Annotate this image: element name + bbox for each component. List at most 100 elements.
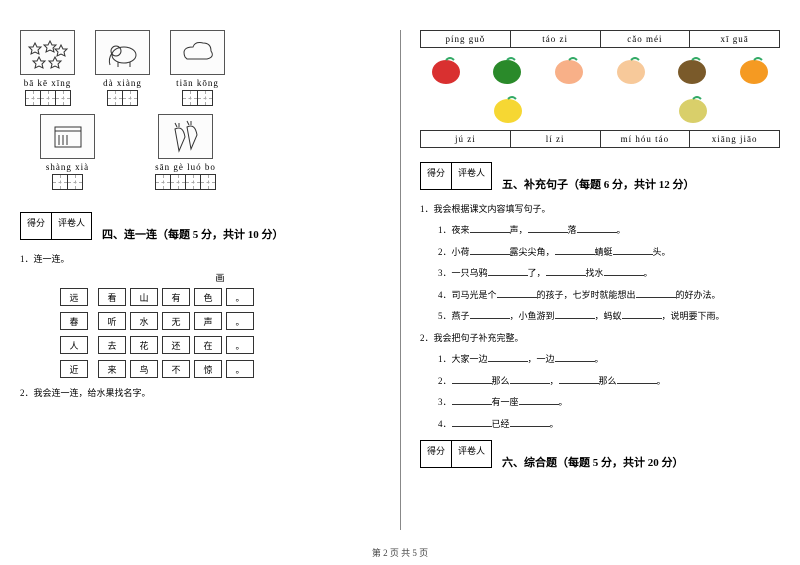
match-cell: 去	[98, 336, 126, 354]
match-cell: 远	[60, 288, 88, 306]
fill-line: 2．那么，那么。	[438, 374, 780, 388]
elephant-icon	[95, 30, 150, 75]
pinyin-label: dà xiàng	[103, 78, 142, 88]
match-cell: 人	[60, 336, 88, 354]
fill-line: 3．有一座。	[438, 395, 780, 409]
grader-cell: 评卷人	[51, 212, 92, 240]
match-right-block: 看山有色。听水无声。去花还在。来鸟不惊。	[98, 288, 254, 378]
carrot-icon	[158, 114, 213, 159]
grader-cell: 评卷人	[451, 440, 492, 468]
pinyin-label: bā kē xīng	[24, 78, 72, 88]
fill-line: 1．大家一边，一边。	[438, 352, 780, 366]
match-cell: 无	[162, 312, 190, 330]
pinyin-cell: xī guā	[689, 31, 779, 47]
match-cell: 水	[130, 312, 158, 330]
blank	[546, 266, 586, 276]
q5-1: 1．我会根据课文内容填写句子。	[420, 202, 780, 215]
char-grid	[182, 90, 213, 106]
img-block-stars: bā kē xīng	[20, 30, 75, 106]
blank	[613, 245, 653, 255]
blank	[604, 266, 644, 276]
blank	[488, 266, 528, 276]
fill-line: 4．司马光是个的孩子，七岁时就能想出的好办法。	[438, 288, 780, 302]
img-block-carrot: sān gè luó bo	[155, 114, 216, 190]
pinyin-label: shàng xià	[46, 162, 89, 172]
blank	[555, 245, 595, 255]
kiwi-icon	[670, 52, 715, 87]
blank	[470, 223, 510, 233]
image-row-2: shàng xià sān gè luó bo	[40, 114, 380, 190]
pinyin-cell: táo zi	[510, 31, 600, 47]
pinyin-cell: mí hóu táo	[600, 131, 690, 147]
match-cell: 。	[226, 360, 254, 378]
pinyin-label: tiān kōng	[176, 78, 219, 88]
blank	[559, 374, 599, 384]
pinyin-row-bottom: jú zilí zimí hóu táoxiāng jiāo	[420, 130, 780, 148]
match-header: 画	[60, 271, 380, 284]
match-cell: 听	[98, 312, 126, 330]
match-left-col: 远 春 人 近	[60, 288, 88, 378]
match-cell: 有	[162, 288, 190, 306]
match-cell: 。	[226, 312, 254, 330]
pinyin-row-top: píng guǒtáo zicǎo méixī guā	[420, 30, 780, 48]
orange-icon	[732, 52, 777, 87]
score-cell: 得分	[420, 162, 452, 190]
column-divider	[400, 30, 401, 530]
match-cell: 。	[226, 288, 254, 306]
match-cell: 看	[98, 288, 126, 306]
blank	[470, 245, 510, 255]
img-block-elephant: dà xiàng	[95, 30, 150, 106]
book-icon	[40, 114, 95, 159]
char-grid	[25, 90, 71, 106]
blank	[636, 288, 676, 298]
pinyin-label: sān gè luó bo	[155, 162, 216, 172]
fill-lines-5a: 1．夜来声，落。2．小荷露尖尖角，蜻蜓头。3．一只乌鸦了，找水。4．司马光是个的…	[420, 223, 780, 323]
q4-1: 1．连一连。	[20, 252, 380, 265]
blank	[555, 309, 595, 319]
q5-2: 2．我会把句子补充完整。	[420, 331, 780, 344]
blank	[622, 309, 662, 319]
img-block-cloud: tiān kōng	[170, 30, 225, 106]
section-6-header: 得分 评卷人 六、综合题（每题 5 分，共计 20 分）	[420, 440, 780, 474]
match-cell: 春	[60, 312, 88, 330]
blank	[528, 223, 568, 233]
blank	[488, 352, 528, 362]
fruit-grid	[420, 52, 780, 126]
blank	[510, 417, 550, 427]
blank	[510, 374, 550, 384]
match-cell: 不	[162, 360, 190, 378]
pinyin-cell: cǎo méi	[600, 31, 690, 47]
char-grid	[52, 174, 83, 190]
fill-line: 1．夜来声，落。	[438, 223, 780, 237]
section-5-header: 得分 评卷人 五、补充句子（每题 6 分，共计 12 分）	[420, 162, 780, 196]
match-cell: 来	[98, 360, 126, 378]
banana-icon	[485, 91, 530, 126]
char-grid	[107, 90, 138, 106]
fill-lines-5b: 1．大家一边，一边。 2．那么，那么。 3．有一座。 4．已经。	[420, 352, 780, 430]
match-cell: 近	[60, 360, 88, 378]
cloud-icon	[170, 30, 225, 75]
left-column: bā kē xīng dà xiàng	[0, 0, 400, 540]
strawberry-icon	[423, 52, 468, 87]
blank	[617, 374, 657, 384]
fill-line: 5．燕子，小鱼游到，蚂蚁，说明要下雨。	[438, 309, 780, 323]
score-table: 得分 评卷人	[20, 212, 92, 240]
right-column: píng guǒtáo zicǎo méixī guā jú zilí zimí…	[400, 0, 800, 540]
image-row-1: bā kē xīng dà xiàng	[20, 30, 380, 106]
pinyin-cell: xiāng jiāo	[689, 131, 779, 147]
match-cell: 惊	[194, 360, 222, 378]
fill-line: 4．已经。	[438, 417, 780, 431]
page-footer: 第 2 页 共 5 页	[0, 546, 800, 559]
match-cell: 在	[194, 336, 222, 354]
grader-cell: 评卷人	[451, 162, 492, 190]
stars-icon	[20, 30, 75, 75]
blank	[452, 417, 492, 427]
match-grid: 远 春 人 近 看山有色。听水无声。去花还在。来鸟不惊。	[60, 288, 380, 378]
match-cell: 鸟	[130, 360, 158, 378]
section-5-title: 五、补充句子（每题 6 分，共计 12 分）	[502, 176, 695, 192]
watermelon-icon	[485, 52, 530, 87]
blank	[555, 352, 595, 362]
match-cell: 。	[226, 336, 254, 354]
match-cell: 色	[194, 288, 222, 306]
section-4-title: 四、连一连（每题 5 分，共计 10 分）	[102, 226, 284, 242]
